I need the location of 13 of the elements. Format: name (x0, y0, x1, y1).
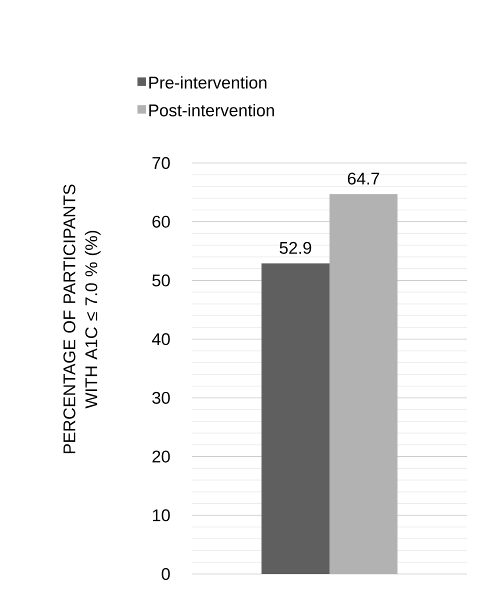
data-label: 64.7 (348, 172, 380, 185)
y-tick-label: 40 (152, 333, 170, 346)
y-tick-label: 60 (152, 216, 170, 228)
y-tick-label: 70 (152, 157, 170, 169)
y-tick-label: 50 (152, 274, 170, 286)
y-tick-label: 20 (152, 450, 170, 463)
y-axis-title: PERCENTAGE OF PARTICIPANTS WITH A1C ≤ 7.0 % (%) (63, 184, 101, 454)
legend-label: Pre-intervention (149, 76, 266, 89)
y-tick-label: 30 (152, 392, 170, 404)
legend-label: Post-intervention (149, 104, 274, 116)
y-tick-label: 0 (162, 568, 170, 580)
data-label: 52.9 (280, 242, 312, 254)
y-tick-label: 10 (152, 509, 170, 522)
